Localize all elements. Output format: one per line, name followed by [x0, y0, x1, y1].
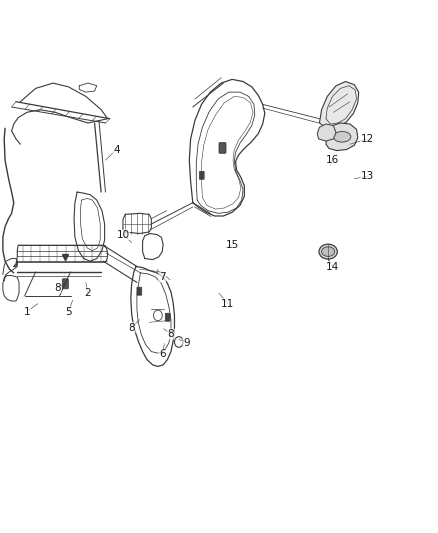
Text: 12: 12 — [361, 134, 374, 144]
Polygon shape — [317, 124, 336, 141]
Text: 11: 11 — [221, 298, 234, 309]
Text: 14: 14 — [326, 262, 339, 271]
Text: 8: 8 — [168, 329, 174, 339]
Text: 2: 2 — [85, 288, 92, 298]
Ellipse shape — [321, 247, 335, 256]
Text: 16: 16 — [326, 155, 339, 165]
Text: 1: 1 — [24, 306, 30, 317]
Text: 9: 9 — [183, 337, 190, 348]
Text: 5: 5 — [65, 306, 72, 317]
FancyBboxPatch shape — [219, 143, 226, 154]
Polygon shape — [319, 82, 359, 130]
Text: 8: 8 — [128, 322, 135, 333]
FancyBboxPatch shape — [62, 279, 68, 289]
Polygon shape — [326, 123, 358, 151]
Text: 13: 13 — [361, 171, 374, 181]
Ellipse shape — [319, 244, 337, 259]
Text: 4: 4 — [113, 144, 120, 155]
FancyBboxPatch shape — [165, 313, 170, 321]
FancyBboxPatch shape — [137, 287, 142, 295]
Text: 6: 6 — [159, 349, 166, 359]
FancyBboxPatch shape — [199, 171, 204, 179]
Text: 10: 10 — [117, 230, 130, 240]
Ellipse shape — [333, 132, 351, 142]
Text: 7: 7 — [159, 272, 166, 282]
Text: 15: 15 — [226, 240, 239, 250]
Text: 8: 8 — [54, 283, 61, 293]
